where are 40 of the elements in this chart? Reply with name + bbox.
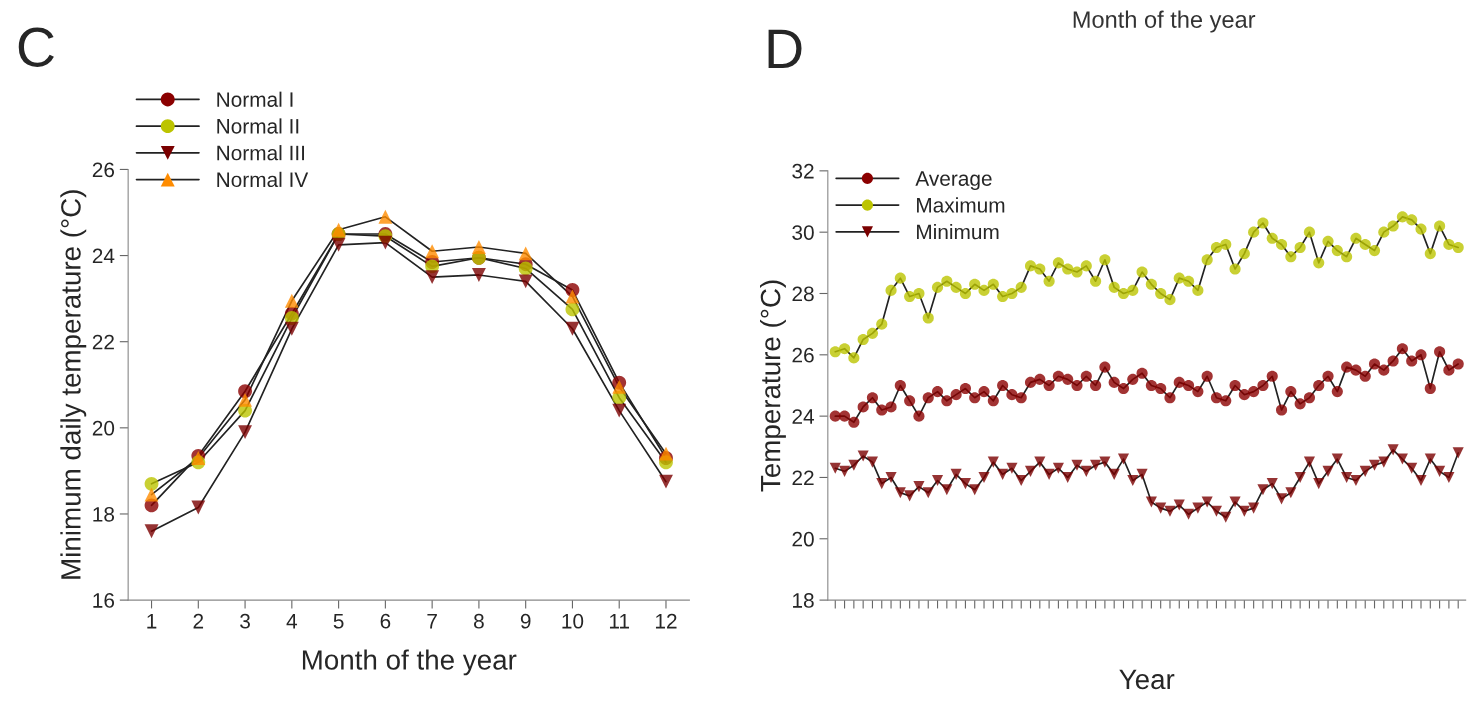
- legend-label: Normal III: [217, 145, 305, 161]
- x-tick-label: 10: [562, 613, 584, 629]
- y-tick-label: 20: [92, 420, 115, 436]
- y-tick-label: 24: [792, 409, 815, 424]
- y-tick-label: 18: [793, 593, 814, 608]
- x-tick-label: 8: [474, 613, 484, 629]
- x-tick-label: 6: [380, 613, 391, 629]
- legend-label: Normal IV: [217, 171, 309, 188]
- y-tick-label: 22: [92, 334, 114, 350]
- y-tick-label: 28: [792, 286, 814, 302]
- y-axis-title: Temperature (°C): [760, 280, 786, 492]
- chart-title: D: [768, 29, 802, 69]
- x-tick-label: 5: [333, 614, 344, 629]
- y-tick-label: 16: [93, 593, 115, 608]
- legend-label: Normal I: [217, 91, 293, 107]
- legend-label: Maximum: [917, 197, 1005, 213]
- x-tick-label: 9: [520, 613, 531, 629]
- y-tick-label: 26: [92, 162, 115, 178]
- y-tick-label: 32: [792, 163, 814, 179]
- x-tick-label: 12: [655, 613, 677, 629]
- x-tick-label: 11: [609, 614, 630, 629]
- x-tick-label: 2: [193, 613, 204, 629]
- chart-title: C: [18, 27, 54, 67]
- y-tick-label: 26: [792, 347, 814, 363]
- legend-label: Minimum: [917, 224, 999, 240]
- y-tick-label: 22: [792, 470, 814, 486]
- y-tick-label: 30: [792, 225, 814, 240]
- x-axis-title: Year: [1119, 669, 1175, 690]
- legend-label: Normal II: [217, 118, 299, 134]
- text: Month of the year: [1073, 10, 1256, 33]
- y-tick-label: 20: [792, 531, 814, 547]
- x-tick-label: 3: [240, 613, 250, 629]
- x-axis-title: Month of the year: [302, 649, 517, 676]
- x-tick-label: 4: [286, 614, 298, 629]
- y-axis-title: Minimum daily temperature (°C): [60, 190, 87, 579]
- x-tick-label: 1: [147, 614, 157, 629]
- x-tick-label: 7: [427, 614, 437, 629]
- y-tick-label: 18: [93, 506, 115, 522]
- y-tick-label: 24: [92, 248, 115, 264]
- legend-label: Average: [915, 171, 992, 191]
